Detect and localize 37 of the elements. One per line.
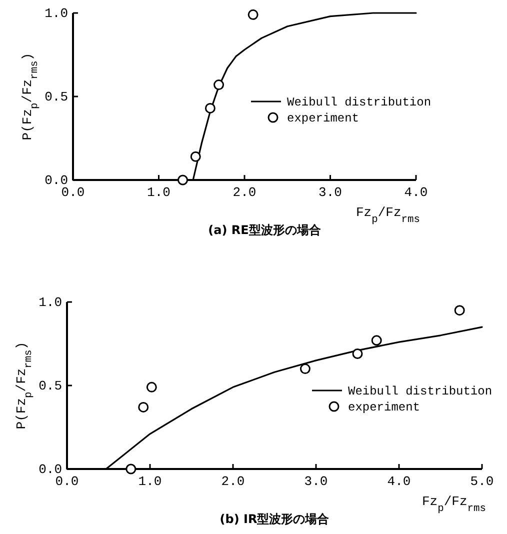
x-tick-label: 4.0 [404, 185, 428, 200]
point [190, 151, 201, 162]
legend-label: Weibull distribution [348, 384, 492, 398]
point [146, 382, 157, 392]
y-tick-label: 0.5 [38, 378, 62, 394]
point [371, 335, 382, 346]
point [204, 102, 216, 114]
y-tick-label: 0.0 [44, 173, 68, 188]
x-tick-label: 5.0 [470, 474, 494, 489]
point [178, 174, 188, 186]
y-tick-label: 0.5 [44, 90, 68, 104]
x-axis-title: Fz$_{p}$/Fz$_{rms}$ [422, 494, 486, 515]
x-tick-label: 3.0 [318, 185, 342, 200]
legend-label: experiment [287, 112, 360, 126]
point [214, 80, 224, 90]
y-tick-label: 1.0 [38, 295, 62, 310]
x-tick-label: 3.0 [304, 474, 328, 489]
x-tick-label: 2.0 [221, 474, 245, 489]
x-tick-label: 2.0 [232, 185, 256, 200]
text: (b) IR型波形の場合 [220, 512, 330, 526]
legend-label: Weibull distribution [287, 96, 432, 110]
x-tick-label: 1.0 [147, 185, 170, 200]
point [352, 348, 363, 360]
point [454, 305, 465, 316]
point [300, 364, 310, 374]
x-axis-title: Fz$_{p}$/Fz$_{rms}$ [356, 205, 420, 226]
y-tick-label: 1.0 [44, 6, 68, 21]
point [138, 402, 149, 412]
text: (a) RE型波形の場合 [208, 223, 322, 237]
x-tick-label: 0.0 [55, 474, 79, 489]
point [248, 9, 258, 20]
x-tick-label: 0.0 [61, 185, 85, 200]
y-tick-label: 0.0 [38, 462, 62, 477]
legend-label: experiment [348, 400, 420, 414]
point [126, 464, 136, 474]
x-tick-label: 1.0 [138, 474, 162, 489]
x-tick-label: 4.0 [387, 474, 411, 489]
